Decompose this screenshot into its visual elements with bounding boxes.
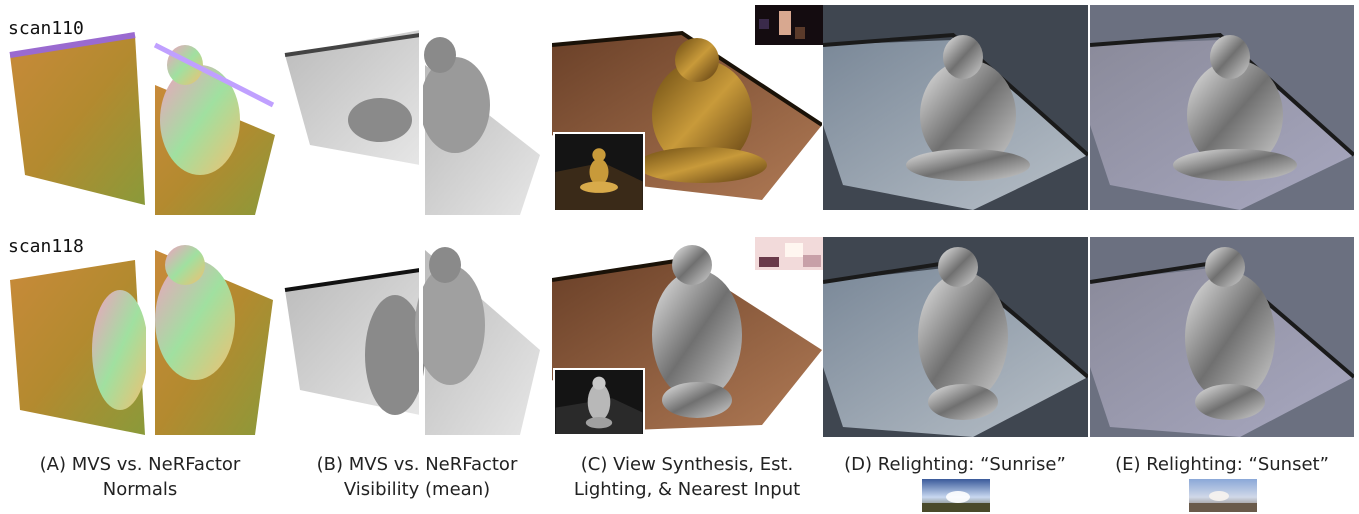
caption-c-line2: Lighting, & Nearest Input: [573, 479, 801, 500]
nearest-input-scan118: [553, 368, 645, 436]
caption-a-line2: Normals: [102, 479, 178, 500]
sunrise-envmap-thumbnail: [922, 479, 990, 512]
normals-panel-scan110: [5, 25, 275, 215]
estimated-lighting-scan110: [755, 5, 823, 45]
visibility-panel-scan110: [280, 25, 545, 215]
caption-a: (A) MVS vs. NeRFactor Normals: [15, 452, 265, 502]
caption-c-line1: (C) View Synthesis, Est.: [580, 454, 794, 475]
caption-b: (B) MVS vs. NeRFactor Visibility (mean): [292, 452, 542, 502]
visibility-panel-scan118: [280, 240, 545, 435]
caption-e-line1: (E) Relighting: “Sunset”: [1115, 454, 1329, 475]
caption-c: (C) View Synthesis, Est. Lighting, & Nea…: [562, 452, 812, 502]
caption-d-line1: (D) Relighting: “Sunrise”: [844, 454, 1066, 475]
row-label-scan110: scan110: [8, 18, 84, 39]
caption-e: (E) Relighting: “Sunset”: [1097, 452, 1347, 477]
caption-d: (D) Relighting: “Sunrise”: [830, 452, 1080, 477]
nearest-input-scan110: [553, 132, 645, 212]
caption-a-line1: (A) MVS vs. NeRFactor: [39, 454, 241, 475]
caption-b-line2: Visibility (mean): [343, 479, 491, 500]
caption-b-line1: (B) MVS vs. NeRFactor: [316, 454, 518, 475]
row-label-scan118: scan118: [8, 236, 84, 257]
normals-panel-scan118: [5, 240, 275, 435]
relight-sunrise-panel-scan118: [823, 237, 1088, 437]
relight-sunrise-panel-scan110: [823, 5, 1088, 210]
sunset-envmap-thumbnail: [1189, 479, 1257, 512]
estimated-lighting-scan118: [755, 237, 823, 270]
relight-sunset-panel-scan110: [1090, 5, 1354, 210]
view-synthesis-panel-scan110: [552, 25, 822, 215]
relight-sunset-panel-scan118: [1090, 237, 1354, 437]
